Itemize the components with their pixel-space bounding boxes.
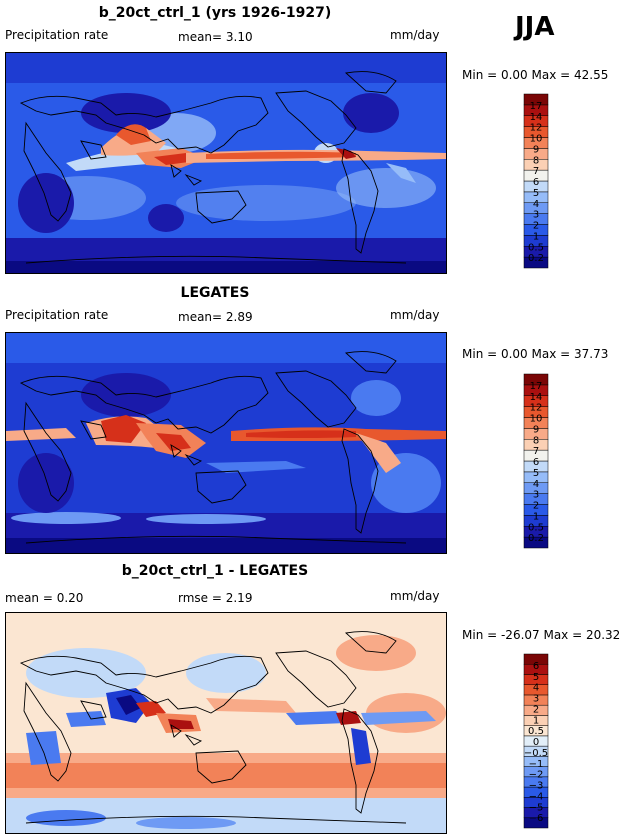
panel-1-title: b_20ct_ctrl_1 (yrs 1926-1927)	[98, 5, 332, 21]
colorbar-tick-label: 5	[533, 188, 539, 199]
colorbar-tick-label: −3	[529, 781, 544, 792]
panel-3-colorbar: −6 −5 −4 −3 −2 −1 −0.5 0 0.5 1 2 3 4 5 6	[523, 653, 584, 830]
colorbar-tick-label: 17	[530, 101, 543, 112]
colorbar-tick-label: −2	[529, 770, 544, 781]
colorbar-tick-label: 0.2	[528, 253, 544, 264]
panel-1-units-label: mm/day	[390, 28, 440, 42]
colorbar-tick-label: −1	[529, 759, 544, 770]
panel-1-minmax-label: Min = 0.00 Max = 42.55	[462, 68, 609, 82]
colorbar-tick-label: 4	[533, 479, 539, 490]
colorbar-tick-label: −4	[529, 791, 544, 802]
colorbar-tick-label: 1	[533, 231, 539, 242]
season-label: JJA	[515, 12, 555, 42]
colorbar-tick-label: 12	[530, 123, 543, 134]
panel-3-mean-label: mean = 0.20	[5, 591, 84, 605]
panel-3-units-label: mm/day	[390, 589, 440, 603]
panel-2-variable-label: Precipitation rate	[5, 308, 109, 322]
colorbar-tick-label: 1	[533, 715, 539, 726]
colorbar-tick-label: 3	[533, 694, 539, 705]
colorbar-tick-label: 7	[533, 166, 539, 177]
panel-1-mean-label: mean= 3.10	[178, 30, 253, 44]
colorbar-tick-label: 3	[533, 210, 539, 221]
panel-2-mean-label: mean= 2.89	[178, 310, 253, 324]
colorbar-tick-label: 10	[530, 134, 543, 145]
colorbar-tick-label: 8	[533, 155, 539, 166]
panel-2-units-label: mm/day	[390, 308, 440, 322]
colorbar-tick-label: 0.5	[528, 522, 544, 533]
colorbar-tick-label: 10	[530, 414, 543, 425]
colorbar-tick-label: 7	[533, 446, 539, 457]
panel-1-map	[5, 52, 447, 274]
panel-1-variable-label: Precipitation rate	[5, 28, 109, 42]
colorbar-tick-label: 14	[530, 112, 543, 123]
panel-3-rmse-label: rmse = 2.19	[178, 591, 253, 605]
colorbar-tick-label: 12	[530, 403, 543, 414]
colorbar-tick-label: −0.5	[524, 748, 548, 759]
colorbar-tick-label: 14	[530, 392, 543, 403]
colorbar-tick-label: 2	[533, 704, 539, 715]
colorbar-tick-label: 2	[533, 221, 539, 232]
colorbar-tick-label: −6	[529, 813, 544, 824]
colorbar-tick-label: 5	[533, 468, 539, 479]
colorbar-tick-label: 17	[530, 381, 543, 392]
panel-3-minmax-label: Min = -26.07 Max = 20.32	[462, 628, 621, 642]
colorbar-tick-label: 0.2	[528, 533, 544, 544]
panel-2-map	[5, 332, 447, 554]
colorbar-swatch	[523, 373, 549, 386]
colorbar-tick-label: 6	[533, 177, 539, 188]
panel-2-title: LEGATES	[180, 285, 250, 301]
panel-3-title: b_20ct_ctrl_1 - LEGATES	[121, 563, 309, 579]
colorbar-swatch	[523, 93, 549, 106]
colorbar-swatch	[523, 653, 549, 665]
colorbar-tick-label: 8	[533, 435, 539, 446]
colorbar-tick-label: 5	[533, 672, 539, 683]
panel-2-minmax-label: Min = 0.00 Max = 37.73	[462, 347, 609, 361]
panel-3-map	[5, 612, 447, 834]
colorbar-tick-label: −5	[529, 802, 544, 813]
colorbar-tick-label: 9	[533, 144, 539, 155]
colorbar-tick-label: 1	[533, 511, 539, 522]
colorbar-tick-label: 0.5	[528, 726, 544, 737]
panel-2-colorbar: 0.2 0.5 1 2 3 4 5 6 7 8 9 10 12 14 17	[523, 373, 584, 550]
colorbar-tick-label: 2	[533, 501, 539, 512]
colorbar-tick-label: 3	[533, 490, 539, 501]
panel-1-colorbar: 0.2 0.5 1 2 3 4 5 6 7 8 9 10 12 14 17	[523, 93, 584, 270]
colorbar-tick-label: 4	[533, 199, 539, 210]
colorbar-tick-label: 9	[533, 424, 539, 435]
colorbar-tick-label: 6	[533, 661, 539, 672]
colorbar-tick-label: 0	[533, 737, 539, 748]
colorbar-tick-label: 4	[533, 683, 539, 694]
colorbar-tick-label: 0.5	[528, 242, 544, 253]
colorbar-tick-label: 6	[533, 457, 539, 468]
